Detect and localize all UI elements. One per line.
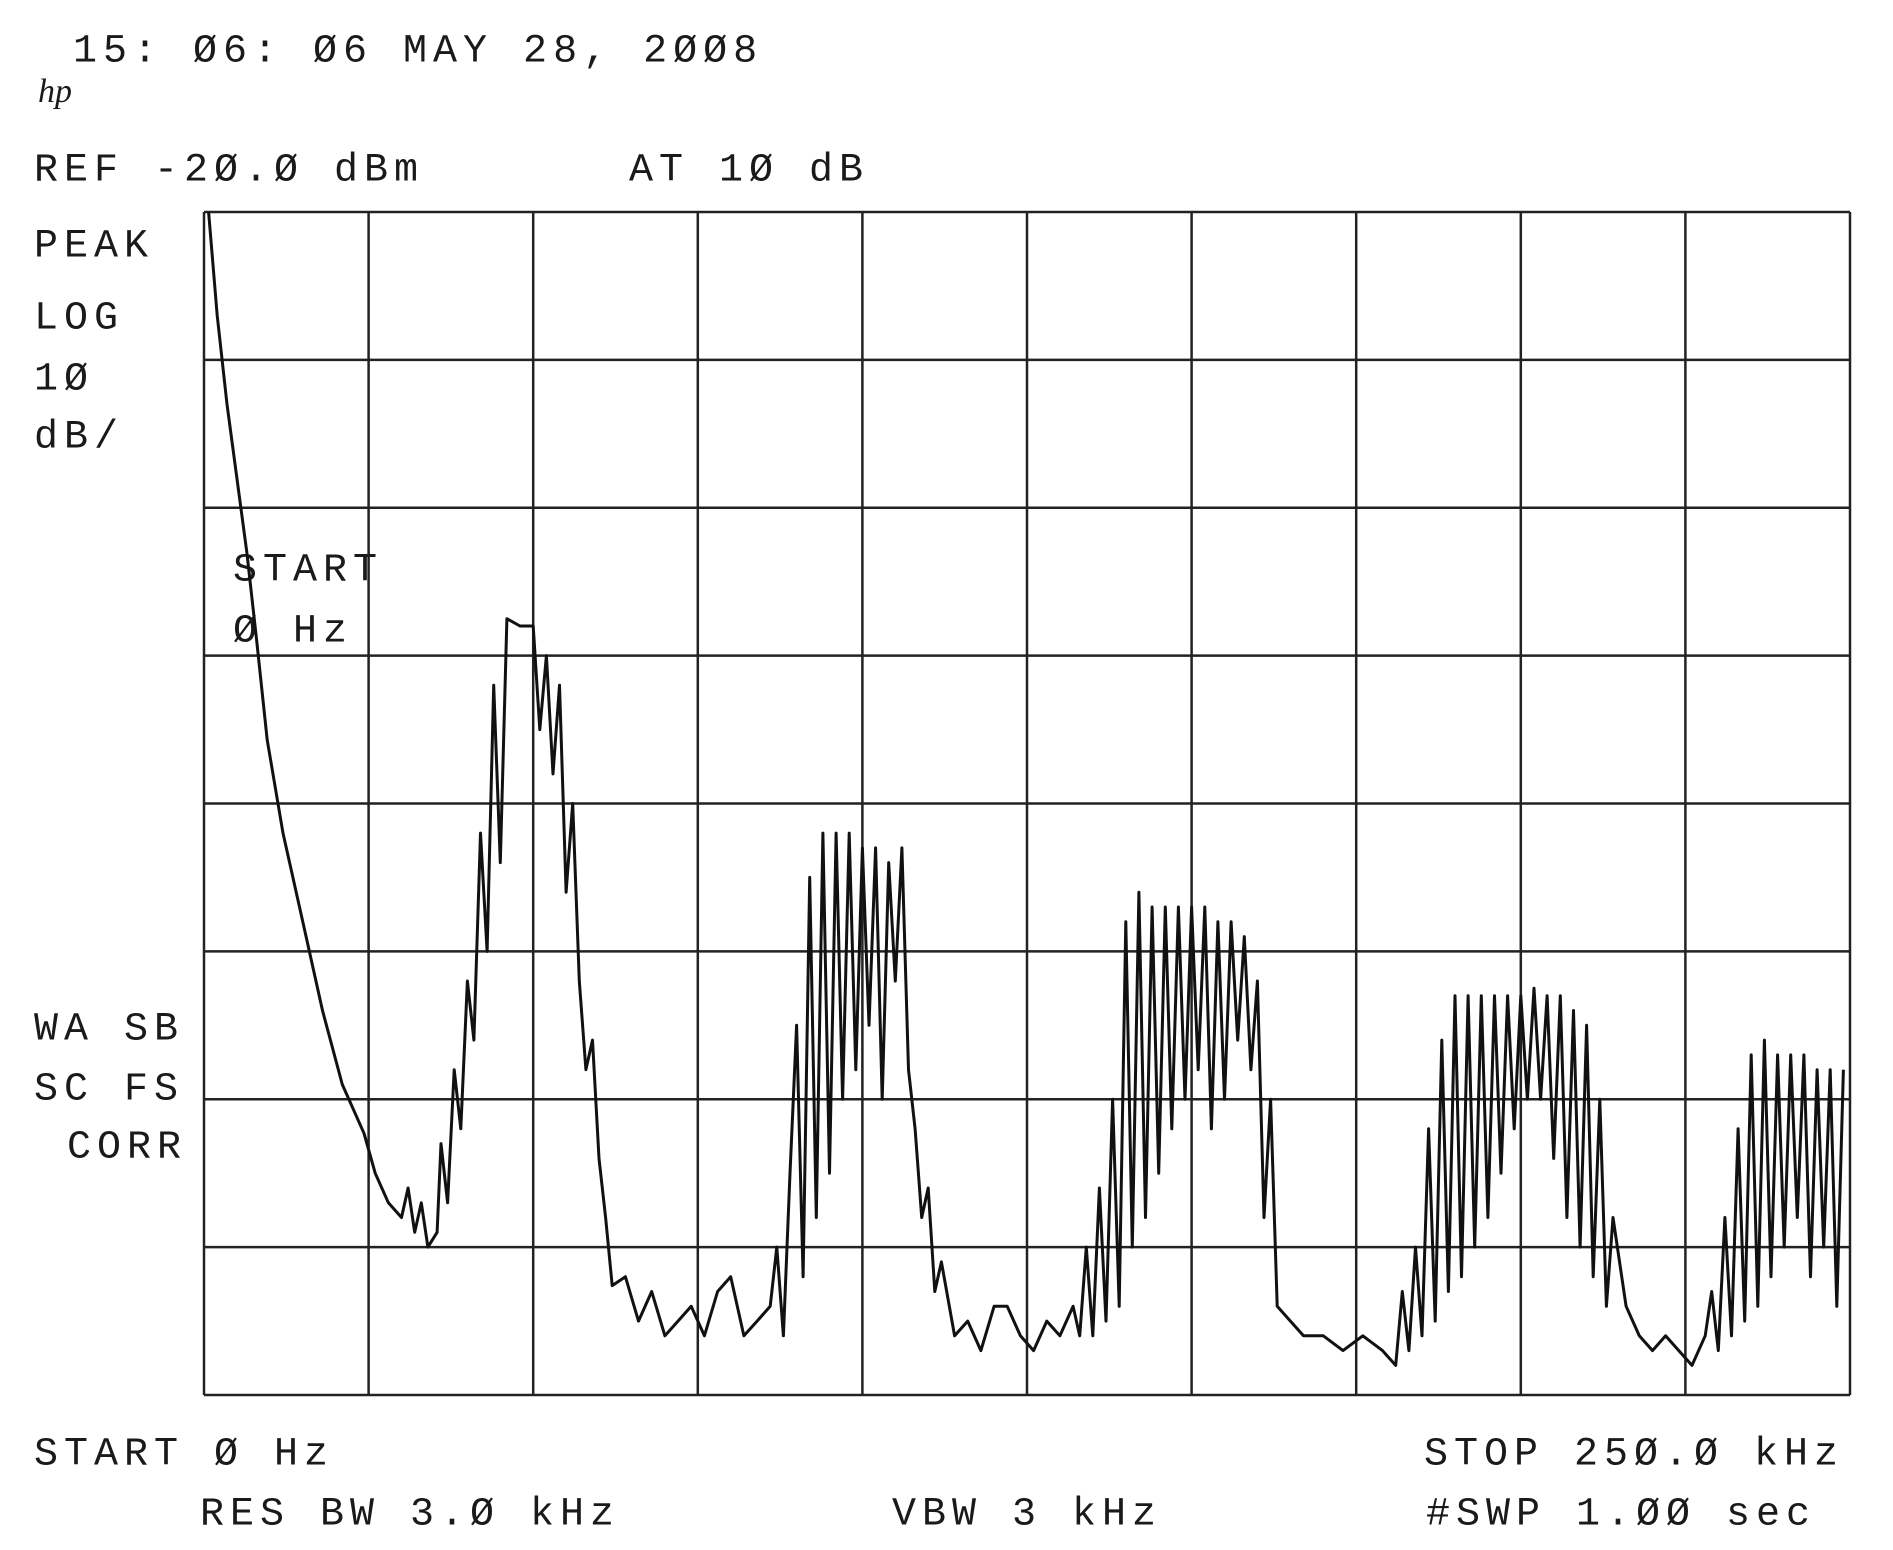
- reference-level: REF -2Ø.Ø dBm: [34, 149, 424, 194]
- status: WA SB: [34, 1008, 184, 1053]
- scale-value: 1Ø: [34, 358, 94, 403]
- resolution-bandwidth: RES BW 3.Ø kHz: [200, 1493, 620, 1538]
- marker-value: Ø Hz: [233, 610, 353, 655]
- status: CORR: [67, 1126, 187, 1171]
- marker-label: START: [233, 549, 383, 594]
- scale-type: LOG: [34, 297, 124, 342]
- timestamp: 15: Ø6: Ø6 MAY 28, 2ØØ8: [73, 30, 763, 75]
- trace: [207, 211, 1845, 1367]
- status: SC FS: [34, 1068, 184, 1113]
- logo: hp: [38, 73, 72, 110]
- scale-unit: dB/: [34, 416, 124, 461]
- attenuation: AT 1Ø dB: [629, 149, 869, 194]
- start-frequency: START Ø Hz: [34, 1433, 334, 1478]
- detector: PEAK: [34, 225, 154, 270]
- sweep-time: #SWP 1.ØØ sec: [1426, 1493, 1816, 1538]
- stop-frequency: STOP 25Ø.Ø kHz: [1424, 1433, 1844, 1478]
- video-bandwidth: VBW 3 kHz: [892, 1493, 1162, 1538]
